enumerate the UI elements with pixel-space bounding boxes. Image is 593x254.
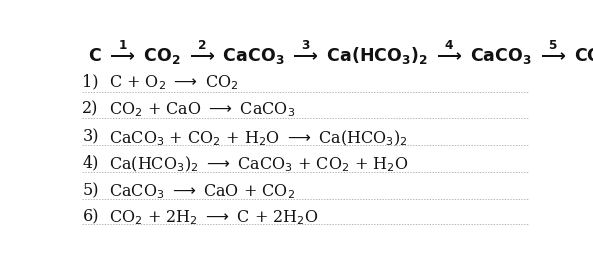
Text: C + O$_2$ $\longrightarrow$ CO$_2$: C + O$_2$ $\longrightarrow$ CO$_2$ <box>109 73 238 92</box>
Text: CaCO$_3$ $\longrightarrow$ CaO + CO$_2$: CaCO$_3$ $\longrightarrow$ CaO + CO$_2$ <box>109 182 295 201</box>
Text: 5): 5) <box>82 182 99 199</box>
Text: 6): 6) <box>82 209 99 226</box>
Text: $\mathbf{C}$ $\mathbf{\overset{1}{\longrightarrow}}$ $\mathbf{CO_2}$ $\mathbf{\o: $\mathbf{C}$ $\mathbf{\overset{1}{\longr… <box>88 38 593 67</box>
Text: CO$_2$ + CaO $\longrightarrow$ CaCO$_3$: CO$_2$ + CaO $\longrightarrow$ CaCO$_3$ <box>109 100 295 119</box>
Text: 3): 3) <box>82 128 99 145</box>
Text: 4): 4) <box>82 155 99 172</box>
Text: CO$_2$ + 2H$_2$ $\longrightarrow$ C + 2H$_2$O: CO$_2$ + 2H$_2$ $\longrightarrow$ C + 2H… <box>109 209 318 227</box>
Text: 1): 1) <box>82 73 99 90</box>
Text: Ca(HCO$_3$)$_2$ $\longrightarrow$ CaCO$_3$ + CO$_2$ + H$_2$O: Ca(HCO$_3$)$_2$ $\longrightarrow$ CaCO$_… <box>109 155 408 174</box>
Text: 2): 2) <box>82 100 99 117</box>
Text: CaCO$_3$ + CO$_2$ + H$_2$O $\longrightarrow$ Ca(HCO$_3$)$_2$: CaCO$_3$ + CO$_2$ + H$_2$O $\longrightar… <box>109 128 407 148</box>
